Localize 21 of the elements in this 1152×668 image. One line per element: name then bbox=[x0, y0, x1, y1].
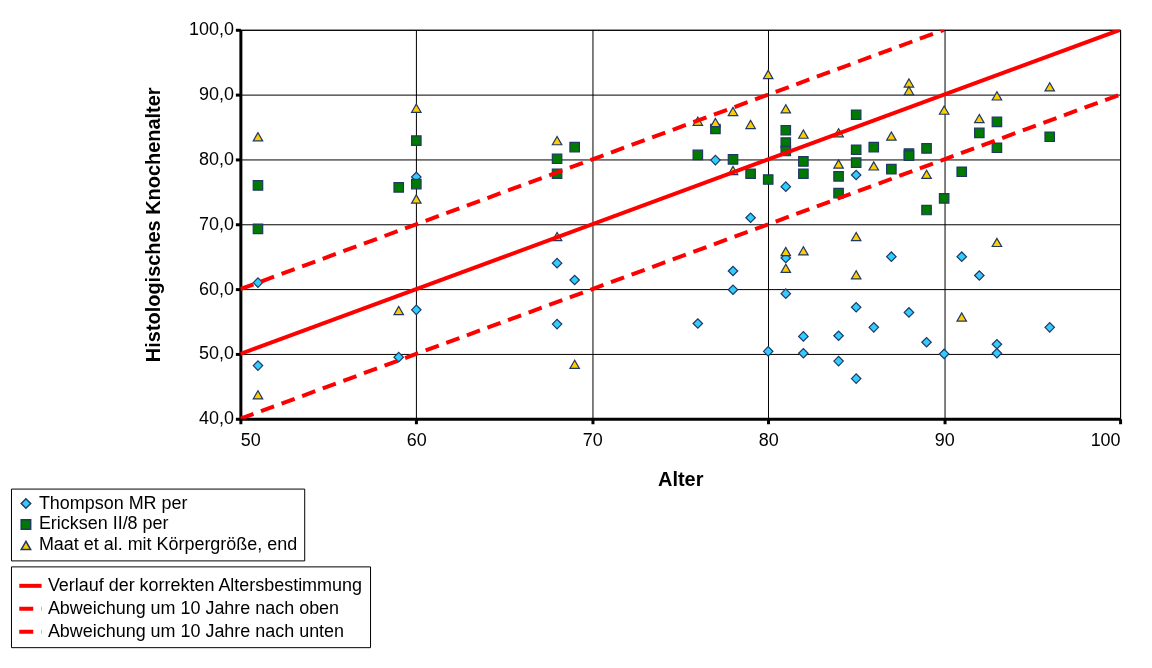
x-tick-label: 80 bbox=[758, 430, 779, 451]
y-tick-label: 40,0 bbox=[198, 408, 234, 429]
legend-label: Ericksen II/8 per bbox=[38, 513, 169, 534]
y-tick-label: 50,0 bbox=[198, 343, 234, 364]
legend-label: Maat et al. mit Körpergröße, end bbox=[38, 534, 298, 555]
y-tick-label: 60,0 bbox=[198, 278, 234, 299]
x-tick-label: 60 bbox=[406, 430, 427, 451]
legend-label: Verlauf der korrekten Altersbestimmung bbox=[47, 574, 362, 595]
legend-label: Abweichung um 10 Jahre nach unten bbox=[47, 620, 345, 641]
legend-label: Thompson MR per bbox=[38, 492, 188, 513]
x-tick-label: 100 bbox=[1090, 430, 1121, 451]
x-tick-label: 90 bbox=[934, 430, 955, 451]
y-tick-label: 70,0 bbox=[198, 213, 234, 234]
y-tick-label: 80,0 bbox=[198, 148, 234, 169]
y-axis-title: Histologisches Knochenalter bbox=[142, 87, 165, 363]
x-axis-title: Alter bbox=[658, 468, 704, 491]
x-tick-label: 70 bbox=[582, 430, 603, 451]
legend-label: Abweichung um 10 Jahre nach oben bbox=[47, 597, 340, 618]
x-tick-label: 50 bbox=[240, 430, 261, 451]
y-tick-label: 90,0 bbox=[198, 84, 234, 105]
y-tick-label: 100,0 bbox=[189, 19, 234, 40]
